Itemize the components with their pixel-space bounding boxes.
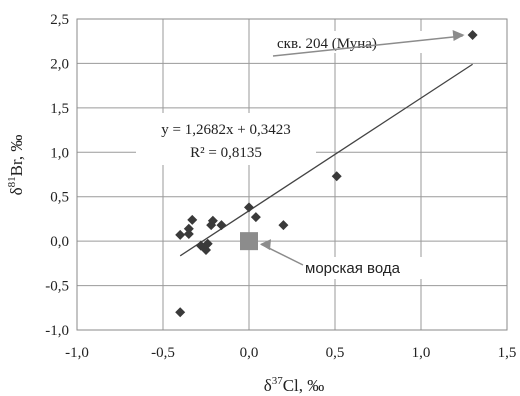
x-tick-label: 1,0 (412, 345, 431, 361)
seawater-marker (240, 232, 258, 251)
highlight-arrow-head (452, 29, 465, 41)
y-axis-title: δ81Br, ‰ (6, 135, 26, 196)
data-point (216, 220, 227, 231)
data-point (207, 215, 218, 226)
data-point (175, 307, 186, 318)
data-point (187, 214, 198, 225)
x-axis-title: δ37Cl, ‰ (264, 375, 325, 395)
seawater-arrow-head (260, 239, 271, 251)
tick-labels: -1,0 -0,5 0,0 0,5 1,0 1,5 2,5 2,0 1,5 1,0 0,5 0,0 -0… (45, 12, 516, 361)
y-tick-label: 1,5 (50, 101, 69, 117)
data-point (250, 212, 261, 223)
data-point (331, 171, 342, 182)
trend-equation: y = 1,2682x + 0,3423 (161, 122, 290, 138)
data-point (175, 229, 186, 240)
data-points (175, 29, 478, 318)
y-tick-label: 2,0 (50, 56, 69, 72)
y-tick-label: 1,0 (50, 145, 69, 161)
data-point (183, 223, 194, 234)
data-point (278, 220, 289, 231)
r-squared: R² = 0,8135 (190, 145, 262, 161)
x-tick-label: 1,5 (498, 345, 517, 361)
seawater-label: морская вода (305, 260, 401, 277)
highlight-label-box (272, 31, 422, 53)
y-tick-label: 0,5 (50, 190, 69, 206)
grid (76, 18, 508, 331)
data-point (244, 202, 254, 213)
y-tick-label: -0,5 (45, 279, 69, 295)
y-tick-label: -1,0 (45, 323, 69, 339)
trendline (179, 63, 473, 257)
y-tick-label: 0,0 (50, 234, 69, 250)
x-tick-label: -0,5 (151, 345, 175, 361)
data-point (183, 229, 194, 240)
trendline-group (179, 63, 473, 257)
seawater-label-box (301, 257, 434, 279)
data-point (467, 29, 478, 40)
x-tick-label: 0,5 (326, 345, 345, 361)
highlight-arrow (272, 35, 463, 57)
x-tick-label: 0,0 (240, 345, 259, 361)
data-point (202, 238, 213, 249)
x-tick-label: -1,0 (65, 345, 89, 361)
y-tick-label: 2,5 (50, 12, 69, 28)
plot-border (76, 18, 508, 331)
equation-box (136, 113, 316, 165)
